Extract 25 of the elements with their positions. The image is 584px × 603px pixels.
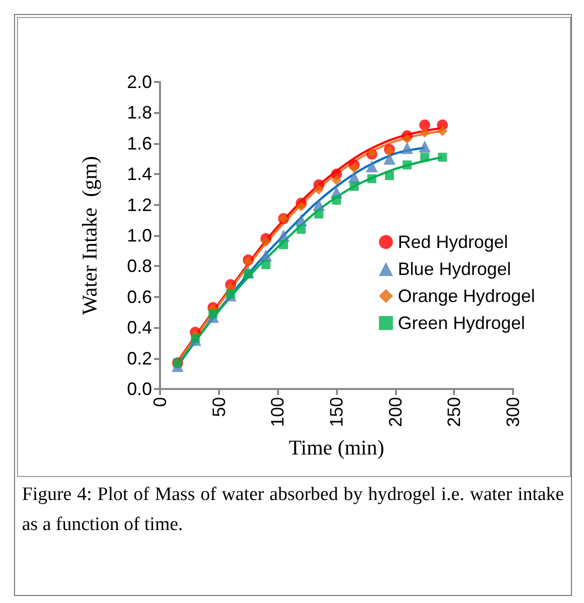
y-tick-label: 0.0 [126, 379, 152, 399]
x-tick-label: 50 [208, 397, 229, 418]
y-tick-label: 1.2 [126, 194, 152, 215]
x-tick-label: 250 [444, 397, 464, 428]
x-tick-label: 100 [268, 397, 288, 428]
y-tick-label: 0.6 [126, 286, 152, 307]
x-tick-label: 0 [150, 397, 170, 408]
y-tick-label: 0.4 [126, 318, 152, 338]
y-tick-label: 0.8 [126, 256, 152, 276]
y-axis-title: Water Intake (gm) [78, 156, 102, 315]
x-tick-label: 150 [326, 397, 346, 428]
x-tick-label: 300 [503, 397, 523, 428]
y-tick-label: 1.0 [126, 226, 152, 246]
caption: Figure 4: Plot of Mass of water absorbed by hydrogel i.e. water intake as a function of time. [22, 483, 564, 537]
legend-label: Green Hydrogel [398, 313, 526, 333]
legend-label: Red Hydrogel [398, 232, 508, 252]
x-tick-label: 200 [385, 397, 406, 428]
y-tick-label: 1.6 [126, 133, 152, 154]
legend-label: Blue Hydrogel [398, 259, 511, 279]
y-tick-label: 1.8 [126, 102, 152, 123]
y-tick-label: 0.2 [126, 348, 152, 368]
y-tick-label: 2.0 [126, 72, 152, 92]
x-axis-title: Time (min) [288, 436, 384, 460]
y-tick-label: 1.4 [126, 164, 152, 184]
legend-label: Orange Hydrogel [398, 286, 536, 306]
